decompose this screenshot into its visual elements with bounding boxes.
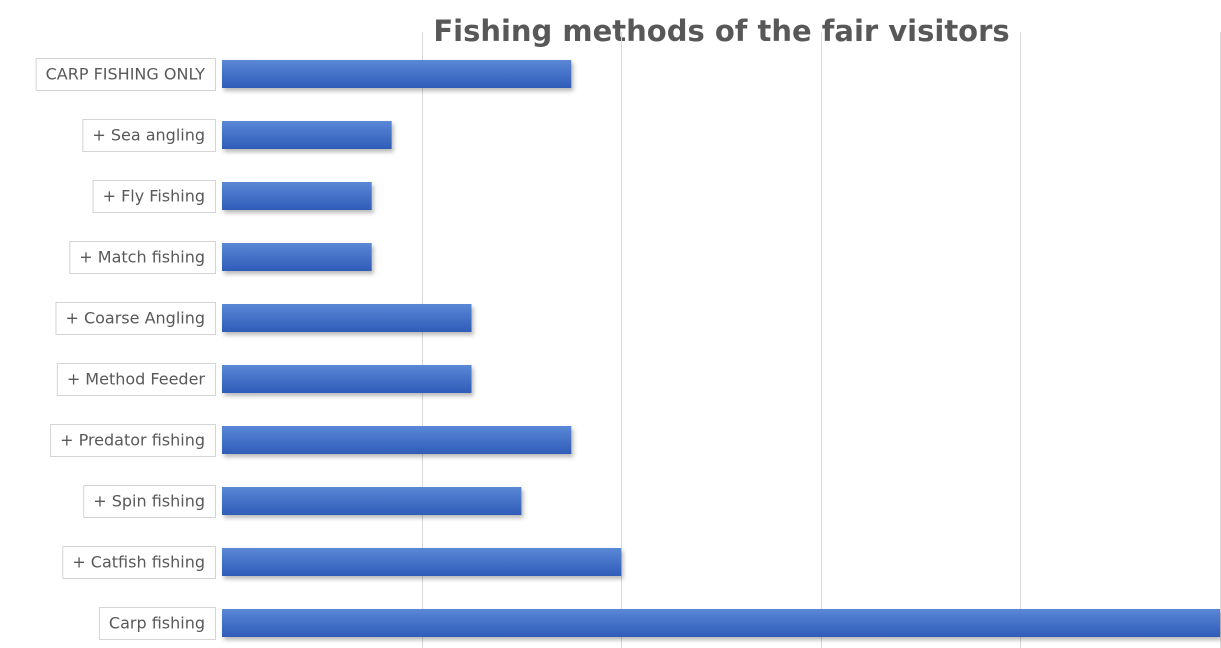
category-label-box [69, 241, 216, 274]
category-tick: + Match fishing [69, 241, 216, 274]
category-label-box [83, 485, 216, 518]
bar [222, 182, 372, 210]
category-label-box [62, 546, 216, 579]
bar [222, 609, 1220, 637]
bar [222, 365, 472, 393]
bars [222, 60, 1220, 637]
category-tick: + Spin fishing [83, 485, 216, 518]
category-tick: + Catfish fishing [62, 546, 216, 579]
category-label: Carp fishing [109, 614, 205, 633]
category-tick: CARP FISHING ONLY [35, 58, 216, 91]
category-label-box [55, 302, 216, 335]
category-tick: + Coarse Angling [55, 302, 216, 335]
bar [222, 426, 572, 454]
category-label: + Spin fishing [93, 492, 205, 511]
category-tick: Carp fishing [98, 607, 216, 640]
category-labels: CARP FISHING ONLY + Sea angling + Fly Fish… [35, 58, 216, 640]
category-tick: + Fly Fishing [92, 180, 216, 213]
bar [222, 548, 622, 576]
category-tick: + Method Feeder [56, 363, 216, 396]
bar [222, 487, 522, 515]
category-label-box [50, 424, 216, 457]
bar [222, 304, 472, 332]
category-label: + Coarse Angling [65, 309, 205, 328]
category-label: CARP FISHING ONLY [46, 65, 206, 84]
category-label-box [92, 180, 216, 213]
category-label: + Sea angling [92, 126, 205, 145]
category-tick: + Predator fishing [50, 424, 216, 457]
category-label-box [98, 607, 216, 640]
chart-title: Fishing methods of the fair visitors [433, 14, 1010, 48]
category-label: + Match fishing [79, 248, 205, 267]
category-label: + Fly Fishing [103, 187, 205, 206]
category-label: + Catfish fishing [72, 553, 205, 572]
gridlines [422, 32, 1221, 648]
category-label-box [35, 58, 216, 91]
category-label: + Predator fishing [60, 431, 205, 450]
bar [222, 60, 572, 88]
bar [222, 243, 372, 271]
category-label-box [82, 119, 216, 152]
bar [222, 121, 392, 149]
category-label: + Method Feeder [67, 370, 206, 389]
category-label-box [56, 363, 216, 396]
category-tick: + Sea angling [82, 119, 216, 152]
